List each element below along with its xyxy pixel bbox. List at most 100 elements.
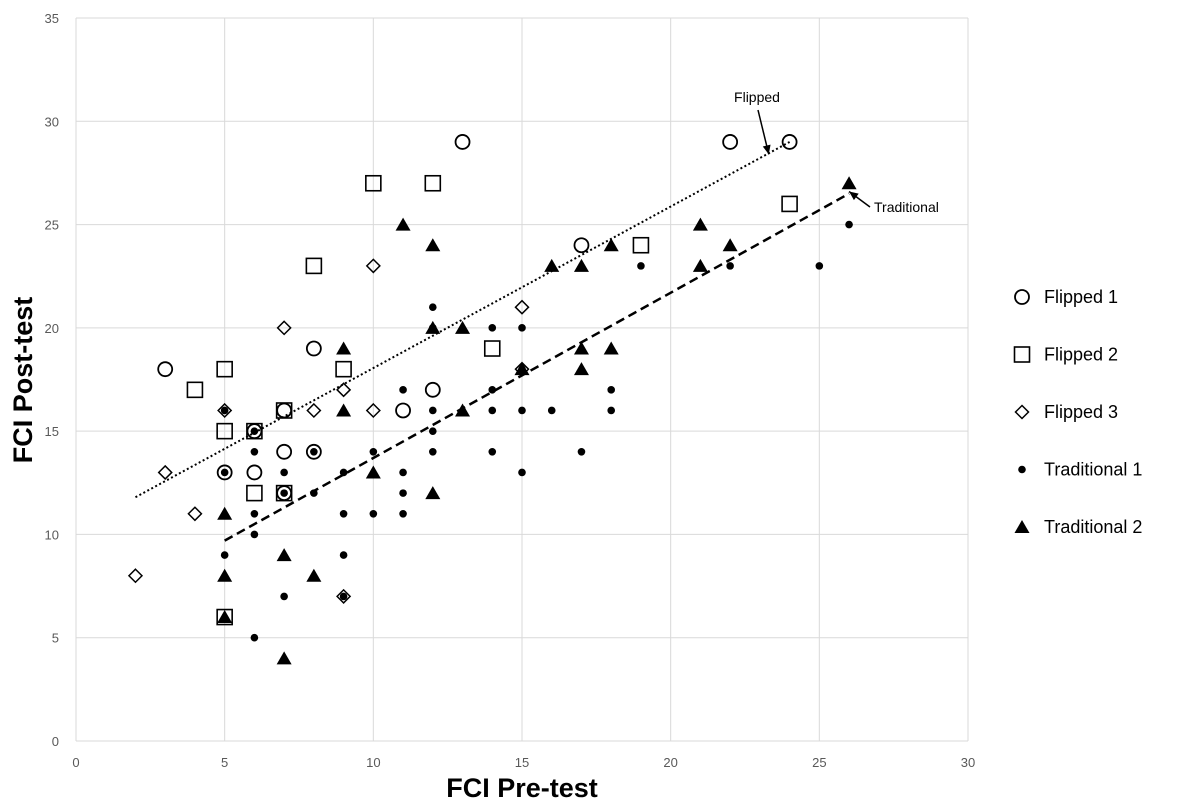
point-flipped-1 <box>395 402 411 419</box>
point-traditional-1 <box>369 509 378 518</box>
point-flipped-2 <box>781 195 798 213</box>
x-tick-label: 10 <box>366 755 380 770</box>
legend-item-traditional-2: Traditional 2 <box>1014 517 1142 537</box>
point-traditional-1 <box>607 406 615 415</box>
point-traditional-2 <box>692 217 708 231</box>
point-traditional-1 <box>310 489 318 497</box>
point-flipped-1 <box>781 134 798 150</box>
point-flipped-1 <box>276 402 293 419</box>
point-traditional-2 <box>573 258 589 272</box>
y-tick-label: 15 <box>45 424 59 439</box>
annotations: Flipped Traditional <box>734 89 939 215</box>
point-traditional-1 <box>399 509 407 518</box>
point-traditional-1 <box>607 386 615 394</box>
point-flipped-1 <box>216 464 233 481</box>
y-tick-label: 5 <box>52 631 59 646</box>
point-traditional-1 <box>280 489 288 497</box>
point-traditional-1 <box>399 468 407 477</box>
point-traditional-2 <box>514 362 530 376</box>
point-flipped-3 <box>217 402 233 419</box>
legend-label: Flipped 2 <box>1044 345 1118 365</box>
legend-label: Traditional 1 <box>1044 460 1142 480</box>
point-traditional-2 <box>573 362 589 376</box>
point-traditional-2 <box>603 341 619 355</box>
point-flipped-2 <box>275 484 293 502</box>
point-traditional-2 <box>722 238 738 252</box>
series-flipped-2 <box>186 174 798 626</box>
point-traditional-1 <box>518 406 526 415</box>
point-traditional-1 <box>310 448 318 456</box>
point-traditional-1 <box>429 303 437 312</box>
series-flipped-3 <box>127 258 530 604</box>
point-flipped-1 <box>276 443 293 460</box>
y-tick-label: 10 <box>45 527 59 542</box>
tick-labels: 0 5 10 15 20 25 30 0 5 10 15 20 25 30 35 <box>45 11 976 770</box>
point-flipped-2 <box>365 174 382 192</box>
point-flipped-1 <box>305 340 322 357</box>
point-flipped-2 <box>186 381 204 399</box>
point-traditional-2 <box>573 341 589 355</box>
point-traditional-1 <box>399 489 407 497</box>
point-flipped-3 <box>336 382 352 398</box>
point-traditional-1 <box>845 220 853 229</box>
point-flipped-2 <box>246 484 263 502</box>
point-flipped-2 <box>216 608 233 626</box>
point-traditional-1 <box>815 262 824 270</box>
point-traditional-2 <box>395 217 411 231</box>
y-axis-title: FCI Post-test <box>8 297 38 464</box>
point-flipped-2 <box>216 360 233 378</box>
point-flipped-3 <box>127 568 144 584</box>
point-traditional-2 <box>217 568 233 582</box>
x-axis-title: FCI Pre-test <box>446 773 598 803</box>
point-flipped-2 <box>424 174 442 192</box>
point-traditional-1 <box>429 406 437 415</box>
legend-marker-flipped-3 <box>1014 404 1030 420</box>
point-flipped-3 <box>157 464 173 481</box>
x-tick-label: 15 <box>515 755 529 770</box>
point-traditional-1 <box>250 448 259 456</box>
point-flipped-1 <box>722 134 739 150</box>
point-traditional-1 <box>339 551 348 559</box>
point-traditional-1 <box>250 427 259 435</box>
point-flipped-1 <box>454 134 471 150</box>
legend-marker-traditional-1 <box>1018 465 1026 474</box>
point-traditional-2 <box>306 568 322 582</box>
point-traditional-1 <box>220 468 229 477</box>
trendlines <box>134 141 850 542</box>
x-tick-label: 30 <box>961 755 975 770</box>
point-traditional-2 <box>365 465 381 479</box>
annotation-arrowhead <box>762 144 771 155</box>
point-flipped-3 <box>306 402 322 419</box>
point-traditional-2 <box>425 238 441 252</box>
annotation-flipped: Flipped <box>734 89 780 105</box>
point-traditional-2 <box>455 403 471 417</box>
point-traditional-1 <box>339 468 348 477</box>
point-flipped-3 <box>514 361 530 377</box>
point-traditional-1 <box>280 468 288 477</box>
point-traditional-1 <box>637 262 645 270</box>
point-flipped-2 <box>335 360 352 378</box>
point-traditional-2 <box>841 176 857 190</box>
annotation-traditional: Traditional <box>874 199 939 215</box>
y-tick-label: 25 <box>45 218 59 233</box>
point-traditional-1 <box>250 633 259 642</box>
y-tick-label: 30 <box>45 114 59 129</box>
x-tick-label: 0 <box>72 755 79 770</box>
point-traditional-2 <box>336 341 352 355</box>
point-flipped-3 <box>187 506 203 522</box>
x-tick-label: 25 <box>812 755 826 770</box>
point-flipped-3 <box>276 320 292 336</box>
point-traditional-2 <box>544 258 560 272</box>
point-traditional-2 <box>276 651 292 665</box>
legend-item-flipped-1: Flipped 1 <box>1014 287 1118 307</box>
point-flipped-2 <box>483 340 501 357</box>
point-traditional-1 <box>429 427 437 435</box>
legend: Flipped 1 Flipped 2 Flipped 3 Traditional 1… <box>1013 287 1142 537</box>
point-flipped-3 <box>336 588 352 604</box>
y-tick-label: 20 <box>45 321 59 336</box>
series-traditional-2 <box>217 176 857 665</box>
legend-marker-flipped-2 <box>1013 346 1031 363</box>
point-traditional-1 <box>488 448 497 456</box>
